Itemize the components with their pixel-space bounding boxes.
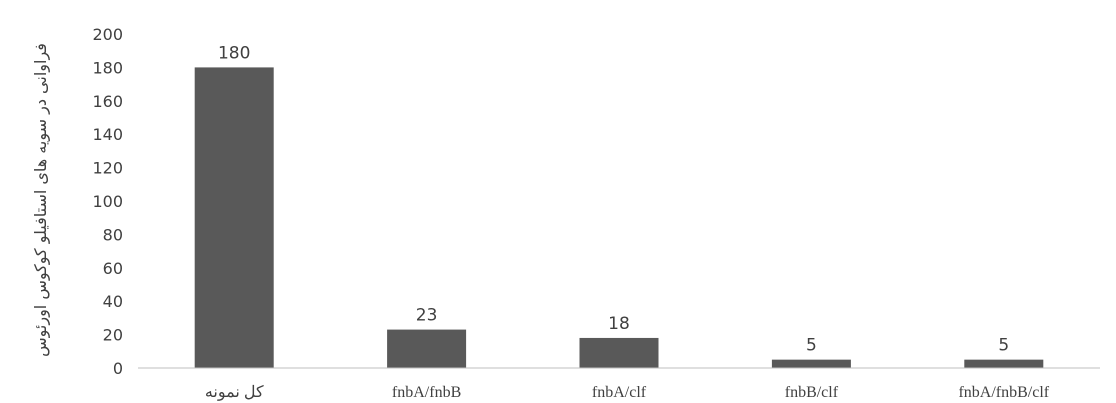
y-tick-label: 200: [92, 25, 123, 44]
y-tick-label: 40: [103, 292, 123, 311]
data-label: 18: [608, 314, 630, 334]
category-label: fnbA/fnbB: [392, 384, 461, 401]
bar: [771, 359, 851, 368]
data-label: 5: [998, 336, 1009, 356]
category-labels: کل نمونه fnbA/fnbB fnbA/clf fnbB/clf fnbA/fn…: [205, 384, 1050, 401]
y-tick-label: 100: [92, 192, 123, 211]
bar: [579, 337, 659, 368]
data-labels: 180 23 18 5 5: [218, 43, 1009, 355]
y-axis-ticks: 0 20 40 60 80 100 120 140 160 180 200: [92, 25, 123, 378]
bars: [194, 67, 1044, 369]
data-label: 23: [416, 306, 438, 326]
y-tick-label: 180: [92, 58, 123, 77]
data-label: 180: [218, 43, 250, 63]
y-tick-label: 20: [103, 326, 123, 345]
y-tick-label: 60: [103, 259, 123, 278]
category-label: کل نمونه: [205, 384, 264, 401]
category-label: fnbB/clf: [785, 384, 839, 401]
y-tick-label: 120: [92, 159, 123, 178]
y-tick-label: 140: [92, 125, 123, 144]
y-tick-label: 80: [103, 225, 123, 244]
data-label: 5: [806, 336, 817, 356]
category-label: fnbA/clf: [592, 384, 647, 401]
y-axis-title: فراوانی در سویه های استافیلو کوکوس اورئو…: [31, 43, 51, 357]
bar: [194, 67, 274, 369]
bar: [387, 329, 467, 368]
bar: [964, 359, 1044, 368]
y-tick-label: 0: [113, 359, 123, 378]
y-tick-label: 160: [92, 92, 123, 111]
category-label: fnbA/fnbB/clf: [958, 384, 1049, 401]
